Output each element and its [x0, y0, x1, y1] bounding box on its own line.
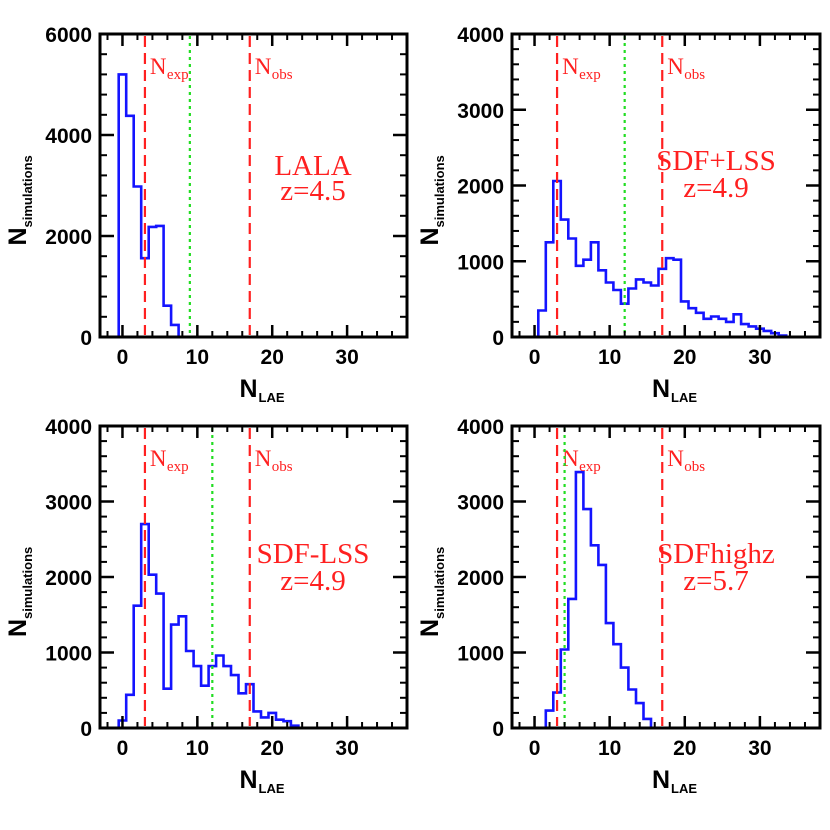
chart-0-ytick-label: 2000: [45, 226, 92, 249]
chart-3-ylabel-subscript: simulations: [432, 547, 447, 619]
chart-1-histogram: [530, 179, 794, 339]
chart-2-ytick-label: 3000: [45, 492, 92, 515]
chart-2-ytick-label: 0: [80, 718, 92, 741]
chart-0-n-obs-label: N: [255, 54, 272, 79]
chart-2-n-obs-subscript: obs: [272, 459, 293, 475]
chart-3-n-exp-label: N: [562, 446, 579, 471]
chart-0-annotation-line-1: LALA: [274, 150, 351, 182]
chart-3-xtick-label: 10: [598, 737, 621, 760]
chart-2-frame: [98, 424, 409, 730]
chart-1-ytick-label: 4000: [457, 24, 504, 47]
chart-3-annotation-line-2: z=5.7: [683, 565, 748, 597]
chart-1-ylabel-subscript: simulations: [432, 155, 447, 227]
chart-2-annotation-line-1: SDF-LSS: [257, 538, 370, 570]
chart-3-xtick-label: 0: [529, 737, 541, 760]
chart-3-frame: [510, 424, 822, 730]
chart-1-n-obs-subscript: obs: [684, 67, 705, 83]
chart-1-xtick-label: 10: [598, 346, 621, 369]
chart-2-ytick-label: 1000: [45, 643, 92, 666]
chart-2-histogram: [117, 522, 306, 730]
chart-0-ylabel: N: [4, 227, 32, 245]
chart-3-n-obs-label: N: [667, 446, 684, 471]
chart-2-xtick-label: 30: [335, 737, 358, 760]
chart-0-xtick-label: 10: [186, 346, 209, 369]
chart-0-annotation-line-2: z=4.5: [280, 175, 345, 207]
chart-1-ytick-label: 1000: [457, 251, 504, 274]
chart-0-ylabel-subscript: simulations: [20, 155, 35, 227]
chart-0-xtick-label: 30: [335, 346, 358, 369]
chart-1-xtick-label: 20: [673, 346, 696, 369]
chart-2-xtick-label: 10: [186, 737, 209, 760]
chart-0-xlabel: N: [240, 375, 258, 403]
chart-0-xtick-label: 20: [261, 346, 284, 369]
chart-0-n-exp-label: N: [150, 54, 167, 79]
chart-2-ylabel: N: [4, 619, 32, 637]
chart-1-ytick-label: 0: [492, 327, 504, 350]
chart-1-annotation-line-1: SDF+LSS: [656, 145, 776, 177]
chart-2-n-obs-label: N: [255, 446, 272, 471]
chart-0-ytick-label: 6000: [45, 24, 92, 47]
chart-3-ytick-label: 1000: [457, 643, 504, 666]
chart-1-annotation-line-2: z=4.9: [683, 172, 748, 204]
chart-1-n-obs-label: N: [667, 54, 684, 79]
chart-0-n-exp-subscript: exp: [167, 67, 189, 83]
chart-1-xlabel: N: [652, 375, 670, 403]
chart-0-frame: [98, 32, 409, 339]
chart-1-n-exp-subscript: exp: [579, 67, 601, 83]
chart-3-xlabel-subscript: LAE: [671, 781, 697, 796]
chart-2-xlabel: N: [240, 766, 258, 794]
chart-0-ytick-label: 0: [80, 327, 92, 350]
chart-1-frame: [510, 32, 822, 339]
chart-2-xtick-label: 0: [117, 737, 129, 760]
chart-0-n-obs-subscript: obs: [272, 67, 293, 83]
chart-2-annotation-line-2: z=4.9: [280, 565, 345, 597]
chart-1-n-exp-label: N: [562, 54, 579, 79]
chart-2-xlabel-subscript: LAE: [259, 781, 285, 796]
chart-3-ylabel: N: [416, 619, 444, 637]
chart-3-xtick-label: 30: [748, 737, 771, 760]
chart-2-ytick-label: 2000: [45, 567, 92, 590]
chart-1-xtick-label: 30: [748, 346, 771, 369]
chart-0-ytick-label: 4000: [45, 125, 92, 148]
chart-0-xtick-label: 0: [117, 346, 129, 369]
chart-3-xtick-label: 20: [673, 737, 696, 760]
chart-2-n-exp-label: N: [150, 446, 167, 471]
chart-2-ytick-label: 4000: [45, 416, 92, 439]
chart-1-xtick-label: 0: [529, 346, 541, 369]
chart-3-ytick-label: 3000: [457, 492, 504, 515]
chart-2-ylabel-subscript: simulations: [20, 547, 35, 619]
chart-2-n-exp-subscript: exp: [167, 459, 189, 475]
chart-3-histogram: [544, 470, 659, 730]
chart-1-ytick-label: 2000: [457, 176, 504, 199]
chart-1-xlabel-subscript: LAE: [671, 390, 697, 405]
chart-3-n-exp-subscript: exp: [579, 459, 601, 475]
chart-3-annotation-line-1: SDFhighz: [657, 538, 775, 570]
chart-2-xtick-label: 20: [261, 737, 284, 760]
chart-3-xlabel: N: [652, 766, 670, 794]
chart-3-ytick-label: 2000: [457, 567, 504, 590]
chart-3-ytick-label: 4000: [457, 416, 504, 439]
chart-0-xlabel-subscript: LAE: [259, 390, 285, 405]
chart-1-ylabel: N: [416, 227, 444, 245]
chart-3-n-obs-subscript: obs: [684, 459, 705, 475]
chart-3-ytick-label: 0: [492, 718, 504, 741]
chart-1-ytick-label: 3000: [457, 100, 504, 123]
chart-0-histogram: [117, 73, 187, 339]
